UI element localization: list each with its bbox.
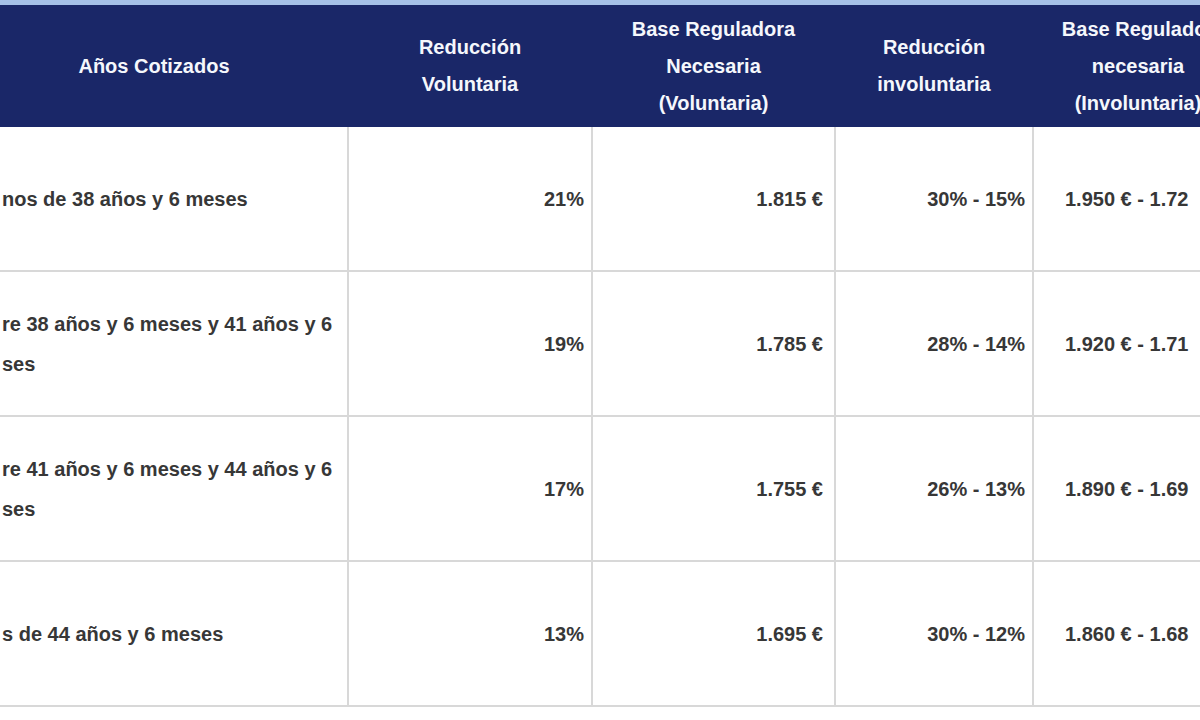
- cell-text-line: 1.860 € - 1.68: [1065, 614, 1188, 654]
- cell-text-line: re 41 años y 6 meses y 44 años y 6: [2, 449, 332, 489]
- column-divider: [347, 127, 349, 707]
- table-row: s de 44 años y 6 meses 13% 1.695 € 30% - 12…: [0, 562, 1200, 707]
- header-cell-anos-cotizados: Años Cotizados: [0, 5, 348, 127]
- cell-text-line: re 38 años y 6 meses y 41 años y 6: [2, 304, 332, 344]
- cell-base-reguladora-voluntaria: 1.695 €: [592, 562, 835, 705]
- cell-text-line: 19%: [544, 324, 584, 364]
- table-header-row: Años CotizadosReducciónVoluntariaBase Re…: [0, 5, 1200, 127]
- cell-base-reguladora-voluntaria: 1.785 €: [592, 272, 835, 415]
- cell-reduccion-voluntaria: 21%: [348, 127, 592, 270]
- header-cell-base-reguladora-voluntaria: Base ReguladoraNecesaria(Voluntaria): [592, 5, 835, 127]
- cell-base-reguladora-voluntaria: 1.755 €: [592, 417, 835, 560]
- cell-text-line: 28% - 14%: [927, 324, 1025, 364]
- column-divider: [1032, 127, 1034, 707]
- cell-text-line: 1.890 € - 1.69: [1065, 469, 1188, 509]
- cell-reduccion-involuntaria: 26% - 13%: [835, 417, 1033, 560]
- cell-base-reguladora-voluntaria: 1.815 €: [592, 127, 835, 270]
- header-label-line: Años Cotizados: [78, 48, 229, 85]
- cell-reduccion-voluntaria: 19%: [348, 272, 592, 415]
- cell-text-line: ses: [2, 344, 35, 384]
- cell-text-line: 13%: [544, 614, 584, 654]
- header-label-line: necesaria: [1092, 48, 1184, 85]
- cell-text-line: 1.695 €: [756, 614, 823, 654]
- cell-text-line: 1.920 € - 1.71: [1065, 324, 1188, 364]
- table-row: nos de 38 años y 6 meses 21% 1.815 € 30% - …: [0, 127, 1200, 272]
- header-cell-reduccion-voluntaria: ReducciónVoluntaria: [348, 5, 592, 127]
- cell-text-line: ses: [2, 489, 35, 529]
- header-label-line: (Voluntaria): [659, 85, 769, 122]
- header-label-line: Voluntaria: [422, 66, 518, 103]
- cell-text-line: s de 44 años y 6 meses: [2, 614, 223, 654]
- cell-base-reguladora-involuntaria: 1.920 € - 1.71: [1033, 272, 1200, 415]
- cell-anos-cotizados: re 38 años y 6 meses y 41 años y 6ses: [0, 272, 348, 415]
- cell-text-line: 17%: [544, 469, 584, 509]
- header-label-line: involuntaria: [877, 66, 990, 103]
- cell-text-line: 1.950 € - 1.72: [1065, 179, 1188, 219]
- cell-anos-cotizados: s de 44 años y 6 meses: [0, 562, 348, 705]
- cell-text-line: 1.815 €: [756, 179, 823, 219]
- cell-text-line: 26% - 13%: [927, 469, 1025, 509]
- cell-anos-cotizados: nos de 38 años y 6 meses: [0, 127, 348, 270]
- cell-base-reguladora-involuntaria: 1.860 € - 1.68: [1033, 562, 1200, 705]
- cell-text-line: 1.785 €: [756, 324, 823, 364]
- header-label-line: Reducción: [419, 29, 521, 66]
- cell-text-line: 30% - 15%: [927, 179, 1025, 219]
- cell-reduccion-voluntaria: 17%: [348, 417, 592, 560]
- cell-reduccion-involuntaria: 28% - 14%: [835, 272, 1033, 415]
- cell-anos-cotizados: re 41 años y 6 meses y 44 años y 6ses: [0, 417, 348, 560]
- table-body: nos de 38 años y 6 meses 21% 1.815 € 30% - …: [0, 127, 1200, 707]
- table-row: re 38 años y 6 meses y 41 años y 6ses 19%…: [0, 272, 1200, 417]
- pension-reduction-table: Años CotizadosReducciónVoluntariaBase Re…: [0, 0, 1200, 720]
- cell-text-line: nos de 38 años y 6 meses: [2, 179, 248, 219]
- header-label-line: Reducción: [883, 29, 985, 66]
- table-row: re 41 años y 6 meses y 44 años y 6ses 17%…: [0, 417, 1200, 562]
- cell-reduccion-voluntaria: 13%: [348, 562, 592, 705]
- header-label-line: (Involuntaria): [1075, 85, 1200, 122]
- header-label-line: Base Regulador: [1062, 11, 1200, 48]
- cell-base-reguladora-involuntaria: 1.890 € - 1.69: [1033, 417, 1200, 560]
- header-cell-reduccion-involuntaria: Reduccióninvoluntaria: [835, 5, 1033, 127]
- header-label-line: Necesaria: [666, 48, 761, 85]
- column-divider: [591, 127, 593, 707]
- column-divider: [834, 127, 836, 707]
- cell-text-line: 1.755 €: [756, 469, 823, 509]
- cell-base-reguladora-involuntaria: 1.950 € - 1.72: [1033, 127, 1200, 270]
- header-label-line: Base Reguladora: [632, 11, 795, 48]
- cell-text-line: 21%: [544, 179, 584, 219]
- cell-text-line: 30% - 12%: [927, 614, 1025, 654]
- header-cell-base-reguladora-involuntaria: Base Reguladornecesaria(Involuntaria): [1033, 5, 1200, 127]
- cell-reduccion-involuntaria: 30% - 12%: [835, 562, 1033, 705]
- cell-reduccion-involuntaria: 30% - 15%: [835, 127, 1033, 270]
